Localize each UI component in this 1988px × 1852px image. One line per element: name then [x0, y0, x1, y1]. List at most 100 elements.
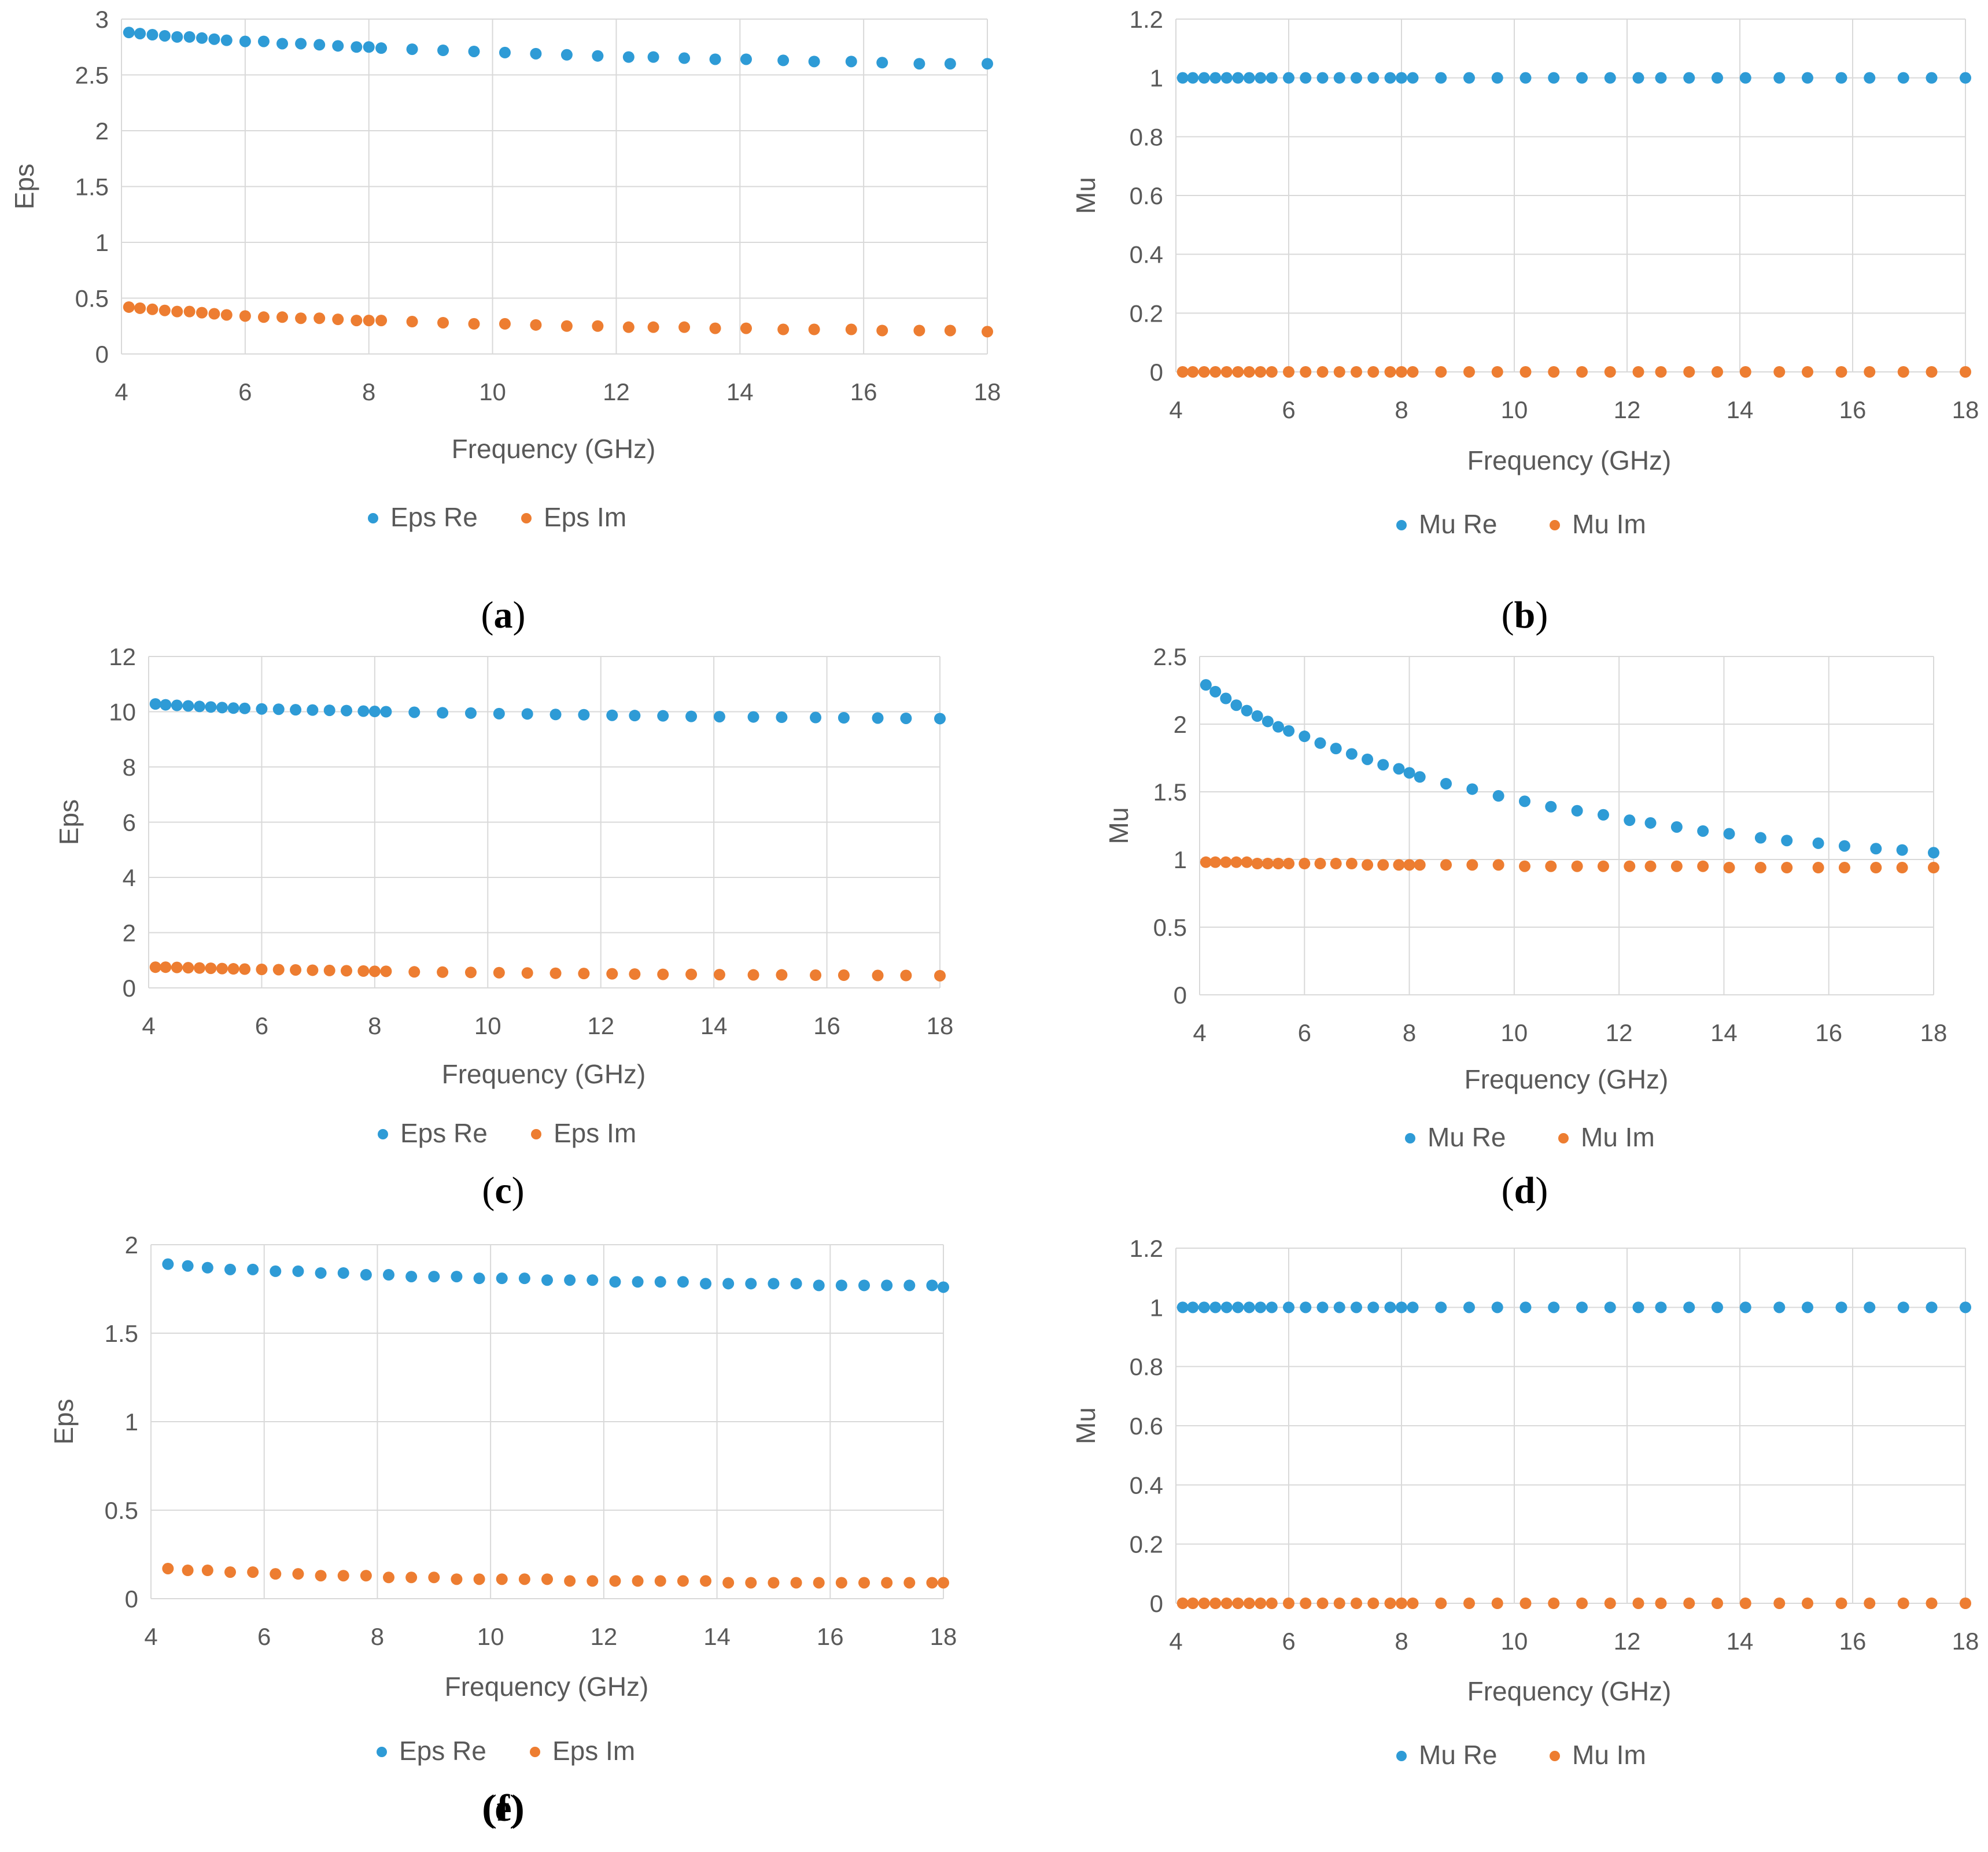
data-point — [1200, 679, 1212, 691]
data-point — [1407, 1301, 1419, 1314]
data-point — [1864, 1301, 1876, 1314]
data-point — [1345, 858, 1358, 870]
data-point — [1781, 862, 1793, 874]
data-point — [123, 301, 135, 313]
data-point — [1403, 859, 1415, 871]
y-tick-label: 0 — [125, 1585, 138, 1613]
data-point — [276, 311, 289, 323]
data-point — [1220, 1598, 1233, 1609]
data-point — [1491, 1598, 1503, 1609]
data-point — [1576, 1301, 1588, 1314]
data-point — [332, 313, 344, 326]
y-tick-label: 1 — [1150, 1294, 1163, 1321]
panel-label: (c) — [482, 1170, 524, 1212]
data-point — [290, 704, 302, 716]
data-point — [1519, 72, 1532, 84]
data-point — [1712, 1301, 1723, 1314]
data-point — [1491, 1301, 1503, 1314]
data-point — [530, 319, 542, 331]
series-eps-im — [162, 1562, 949, 1589]
data-point — [1351, 1598, 1362, 1609]
panel-label-part: e — [495, 1787, 511, 1829]
data-point — [900, 712, 912, 724]
data-point — [272, 964, 285, 976]
data-point — [1251, 710, 1263, 722]
data-point — [1396, 72, 1407, 84]
x-tick-label: 18 — [1952, 396, 1979, 423]
data-point — [1384, 366, 1396, 378]
x-tick-label: 18 — [1920, 1019, 1948, 1046]
legend-entry: Mu Re — [1428, 1122, 1506, 1152]
legend-marker — [521, 513, 532, 523]
data-point — [632, 1276, 644, 1288]
data-point — [1928, 862, 1939, 874]
data-point — [1655, 366, 1667, 378]
data-point — [1198, 72, 1210, 84]
legend-entry: Mu Im — [1581, 1122, 1655, 1152]
data-point — [1300, 1598, 1312, 1609]
panel-label-part: ) — [510, 1787, 522, 1829]
series-eps-re — [123, 27, 993, 70]
data-point — [1272, 858, 1284, 870]
data-point — [1492, 790, 1504, 802]
data-point — [227, 702, 239, 714]
panel-label: (e) — [482, 1787, 524, 1829]
legend: Eps Re Eps Im — [368, 502, 626, 532]
data-point — [1739, 72, 1751, 84]
legend-marker — [1396, 1751, 1407, 1761]
data-point — [1576, 366, 1588, 378]
data-point — [777, 323, 790, 335]
data-point — [876, 324, 888, 337]
data-point — [1491, 72, 1503, 84]
data-point — [1773, 1301, 1786, 1314]
data-point — [1209, 856, 1222, 868]
data-point — [1330, 858, 1342, 870]
panel-label-part: ) — [513, 594, 526, 636]
data-point — [1220, 366, 1233, 378]
x-tick-label: 10 — [477, 1623, 504, 1650]
data-point — [1518, 860, 1530, 872]
data-point — [307, 964, 319, 976]
legend-marker — [368, 513, 378, 523]
data-point — [1316, 1598, 1329, 1609]
data-point — [1754, 862, 1766, 874]
data-point — [982, 58, 993, 70]
data-point — [1624, 860, 1636, 872]
data-point — [813, 1577, 825, 1589]
y-axis-title: Mu — [1071, 177, 1101, 214]
data-point — [982, 326, 993, 338]
x-tick-label: 8 — [362, 378, 375, 405]
data-point — [1251, 858, 1263, 870]
data-point — [201, 1261, 213, 1274]
data-point — [1548, 366, 1560, 378]
data-point — [606, 709, 618, 721]
data-point — [549, 967, 562, 979]
data-point — [1377, 759, 1389, 771]
data-point — [1491, 366, 1503, 378]
data-point — [158, 304, 171, 316]
data-point — [944, 324, 956, 337]
y-tick-label: 0.5 — [105, 1497, 138, 1524]
data-point — [1604, 366, 1616, 378]
data-point — [560, 320, 573, 332]
data-point — [182, 1260, 194, 1272]
y-tick-label: 1 — [1174, 846, 1187, 873]
data-point — [1243, 366, 1255, 378]
data-point — [1545, 860, 1557, 872]
data-point — [1384, 1301, 1396, 1314]
data-point — [405, 1571, 418, 1584]
data-point — [657, 710, 669, 722]
data-point — [1232, 1598, 1244, 1609]
data-point — [722, 1278, 735, 1290]
y-tick-label: 3 — [95, 6, 109, 33]
panel-label-part: ) — [1535, 594, 1548, 636]
data-point — [1926, 366, 1938, 378]
x-tick-label: 14 — [1710, 1019, 1738, 1046]
data-point — [740, 53, 752, 65]
data-point — [337, 1570, 349, 1582]
data-point — [629, 968, 641, 980]
data-point — [1220, 72, 1233, 84]
legend-entry: Mu Re — [1419, 509, 1497, 539]
data-point — [564, 1575, 576, 1587]
data-point — [1545, 800, 1557, 813]
